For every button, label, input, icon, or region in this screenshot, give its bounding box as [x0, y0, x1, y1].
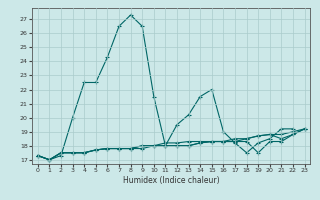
- X-axis label: Humidex (Indice chaleur): Humidex (Indice chaleur): [123, 176, 220, 185]
